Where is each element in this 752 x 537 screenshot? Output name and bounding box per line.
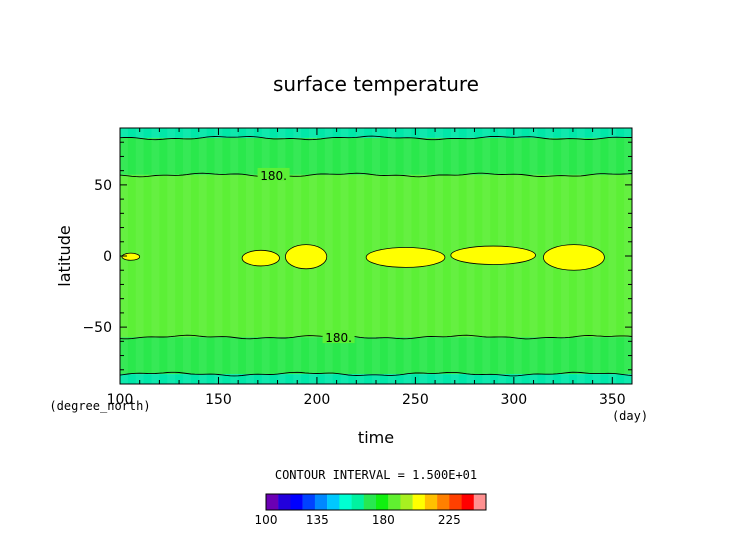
plot-area: 180. 180. [119, 128, 633, 384]
colorbar-tick-label: 135 [306, 513, 329, 527]
x-ticks: 100 150 200 250 300 350 [107, 128, 633, 408]
colorbar-swatch [400, 494, 413, 510]
temperature-band [120, 128, 632, 138]
warm-patch [285, 244, 328, 270]
colorbar-swatch [302, 494, 316, 510]
colorbar: 100 135 180 225 [255, 493, 487, 527]
contour-label: 180. [325, 331, 352, 345]
x-tick-label: 250 [402, 392, 429, 408]
temperature-band [120, 337, 632, 375]
colorbar-swatch [376, 494, 389, 510]
field-texture-stripe [230, 128, 239, 384]
colorbar-swatch [339, 494, 352, 510]
field-texture-stripe [167, 128, 176, 384]
field-texture-stripe [608, 128, 617, 384]
field-texture-stripe [183, 128, 191, 384]
contour-interval-label: CONTOUR INTERVAL = 1.500E+01 [275, 468, 477, 482]
contour-label-bg [257, 167, 290, 181]
colorbar-tick-label: 180 [372, 513, 395, 527]
x-axis-unit: (day) [612, 409, 648, 423]
contour-line [119, 334, 633, 340]
colorbar-frame [265, 493, 487, 511]
colorbar-swatch [351, 494, 364, 510]
warm-patch [121, 252, 141, 261]
x-axis-label: time [358, 428, 394, 447]
warm-patch [241, 249, 280, 267]
colorbar-swatch [461, 494, 474, 510]
colorbar-swatch [424, 494, 438, 510]
colorbar-swatch [437, 494, 450, 510]
field-texture-stripe [324, 128, 333, 384]
temperature-band [120, 374, 632, 384]
colorbar-swatch [473, 494, 487, 510]
y-tick-label: −50 [82, 320, 112, 336]
colorbar-swatch [290, 494, 303, 510]
y-tick-label: 50 [94, 178, 112, 194]
colorbar-swatch [412, 494, 426, 510]
y-ticks: −50 0 50 [82, 127, 632, 385]
chart-title: surface temperature [273, 72, 479, 96]
warm-patch [450, 245, 536, 265]
contour-label-bg [322, 330, 355, 344]
colorbar-swatch [449, 494, 462, 510]
field-texture-stripe [151, 128, 160, 384]
x-tick-label: 100 [107, 392, 134, 408]
field-texture-stripe [356, 128, 365, 384]
x-tick-label: 150 [205, 392, 232, 408]
field-texture-stripe [214, 128, 223, 384]
colorbar-tick-label: 225 [438, 513, 461, 527]
warm-patch [365, 247, 446, 268]
y-axis-unit: (degree_north) [49, 399, 150, 413]
field-texture-stripe [340, 128, 349, 384]
contour-line [119, 172, 633, 178]
colorbar-swatch [388, 494, 401, 510]
y-tick-label: 0 [103, 249, 112, 265]
x-tick-label: 300 [500, 392, 527, 408]
colorbar-swatch [314, 494, 328, 510]
contour-label: 180. [260, 169, 287, 183]
field-texture-stripe [277, 128, 286, 384]
warm-patch [542, 244, 605, 271]
contour-line [119, 371, 633, 377]
colorbar-swatch [363, 494, 377, 510]
contour-line [119, 135, 632, 141]
temperature-band [120, 137, 632, 175]
colorbar-tick-label: 100 [255, 513, 278, 527]
x-tick-label: 350 [599, 392, 626, 408]
colorbar-swatch [327, 494, 340, 510]
colorbar-swatch [278, 494, 291, 510]
colorbar-swatch [266, 494, 279, 510]
x-tick-label: 200 [304, 392, 331, 408]
field-texture-stripe [198, 128, 207, 384]
y-axis-label: latitude [55, 225, 74, 286]
